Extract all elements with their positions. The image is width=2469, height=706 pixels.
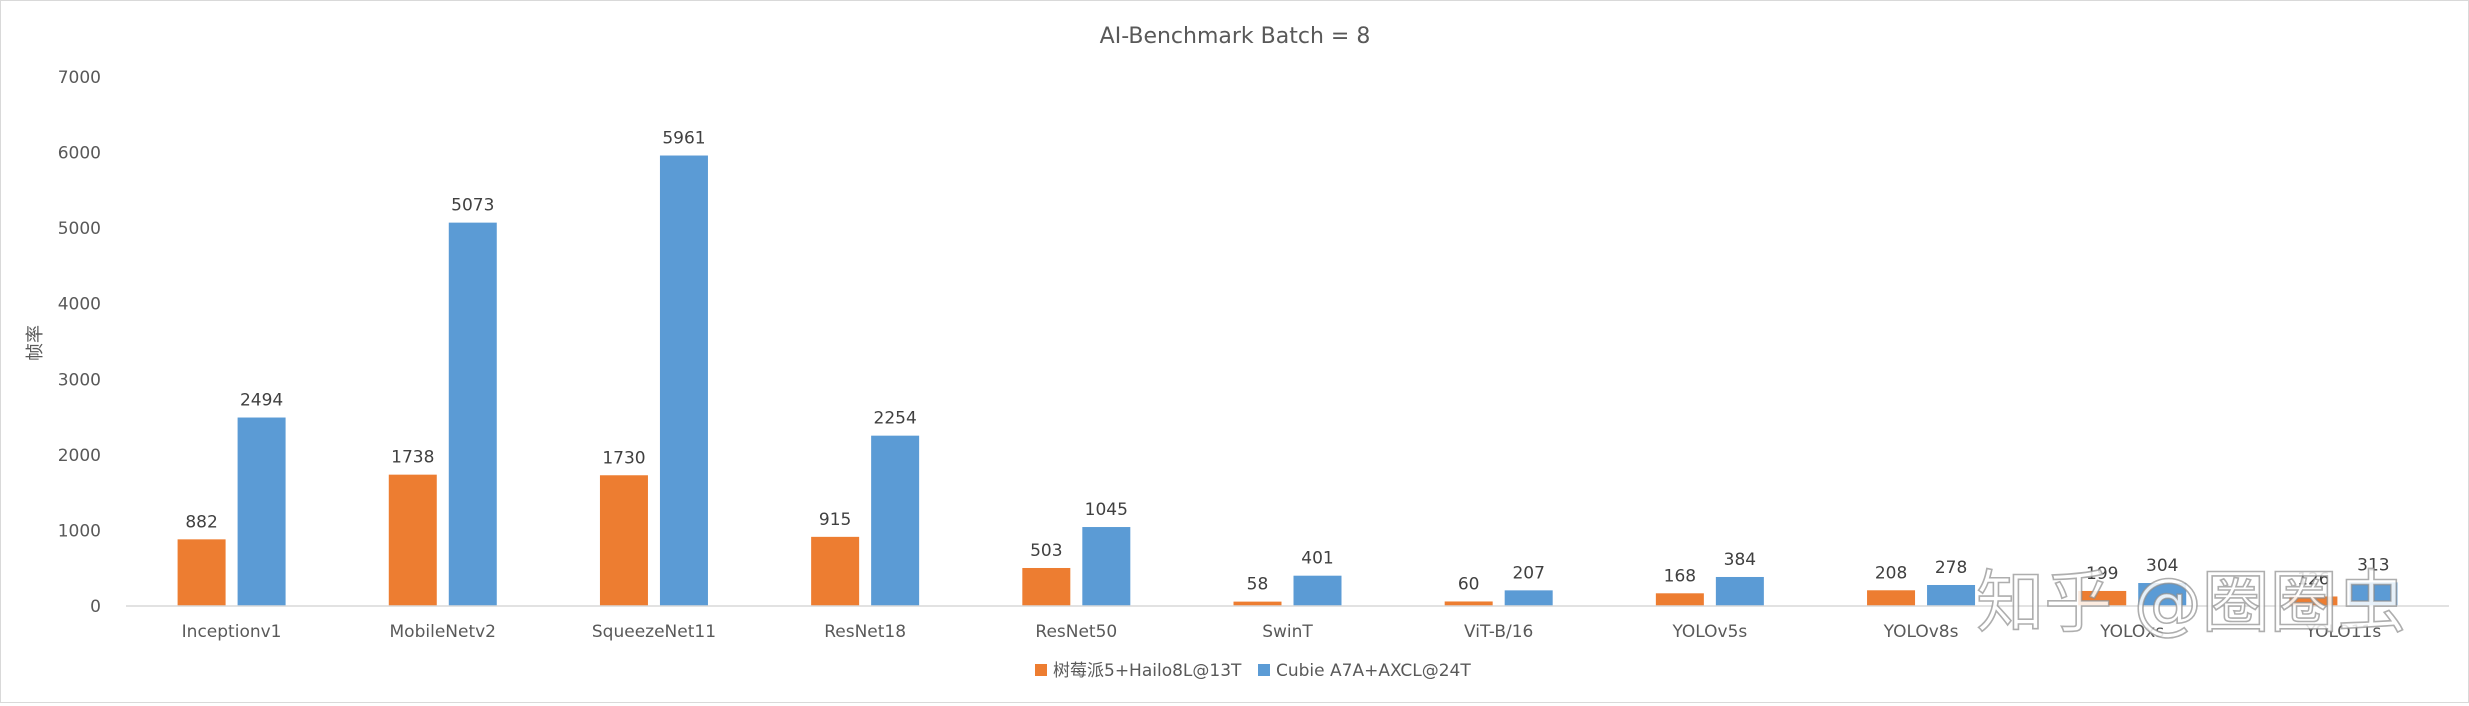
bar-value-label: 503 (1030, 541, 1062, 561)
y-axis-title: 帧率 (25, 325, 46, 361)
bar-value-label: 1738 (391, 448, 434, 468)
bar-value-label: 1045 (1085, 500, 1128, 520)
y-tick-label: 3000 (58, 370, 101, 390)
x-tick-label: SqueezeNet11 (592, 622, 716, 642)
bar-value-label: 58 (1247, 575, 1269, 595)
bar-cubie-vit-b-16 (1504, 590, 1553, 606)
bar-hailo-resnet50 (1022, 567, 1071, 606)
bar-value-label: 5961 (662, 129, 705, 149)
bar-value-label: 199 (2086, 564, 2118, 584)
bar-hailo-yolov8s (1867, 590, 1916, 606)
bar-hailo-swint (1233, 601, 1282, 606)
bar-value-label: 313 (2357, 555, 2389, 575)
y-tick-label: 6000 (58, 144, 101, 164)
bar-value-label: 126 (2297, 569, 2329, 589)
x-axis-tick-labels: Inceptionv1 MobileNetv2 SqueezeNet11 ResNet… (182, 622, 2382, 642)
x-tick-label: YOLO11s (2305, 622, 2382, 642)
x-tick-label: Inceptionv1 (182, 622, 282, 642)
bar-hailo-yolo11s (2289, 596, 2338, 606)
bar-hailo-yolov5s (1655, 593, 1704, 606)
chart-title: AI-Benchmark Batch = 8 (1100, 24, 1371, 49)
bar-value-label: 401 (1301, 549, 1333, 569)
bar-value-label: 2494 (240, 391, 283, 411)
bar-cubie-mobilenetv2 (448, 222, 497, 606)
y-tick-label: 5000 (58, 219, 101, 239)
bar-value-label: 208 (1875, 563, 1907, 583)
data-labels-group: 882 2494 1738 5073 1730 5961 915 2254 503 1045 58 4… (185, 129, 2389, 595)
bar-hailo-yoloxs (2078, 590, 2127, 606)
y-tick-label: 7000 (58, 68, 101, 88)
bar-cubie-squeezenet11 (659, 155, 708, 606)
y-tick-label: 1000 (58, 521, 101, 541)
bar-value-label: 915 (819, 510, 851, 530)
bar-cubie-swint (1293, 575, 1342, 606)
bar-cubie-resnet18 (871, 435, 920, 606)
bar-value-label: 278 (1935, 558, 1967, 578)
legend-swatch-hailo (1035, 664, 1047, 676)
x-tick-label: YOLOxs (2099, 622, 2164, 642)
bar-hailo-mobilenetv2 (388, 474, 437, 606)
bar-value-label: 304 (2146, 556, 2178, 576)
bar-value-label: 60 (1458, 574, 1480, 594)
bar-series-group (177, 155, 2398, 606)
bar-value-label: 2254 (874, 409, 917, 429)
bar-hailo-vit-b-16 (1444, 601, 1493, 606)
bar-cubie-yolo11s (2349, 582, 2398, 606)
bar-cubie-yolov8s (1927, 584, 1976, 606)
x-tick-label: YOLOv8s (1883, 622, 1959, 642)
bar-value-label: 882 (185, 512, 217, 532)
legend-label-hailo: 树莓派5+Hailo8L@13T (1053, 661, 1242, 681)
bar-hailo-inceptionv1 (177, 539, 226, 606)
bar-value-label: 168 (1664, 566, 1696, 586)
y-tick-label: 2000 (58, 446, 101, 466)
watermark-text: 知乎 @圈圈虫 (1976, 564, 2406, 643)
bar-cubie-yoloxs (2138, 583, 2187, 606)
x-tick-label: ViT-B/16 (1464, 622, 1533, 642)
x-tick-label: ResNet18 (824, 622, 906, 642)
bar-hailo-resnet18 (811, 536, 860, 606)
bar-hailo-squeezenet11 (599, 475, 648, 606)
x-tick-label: YOLOv5s (1671, 622, 1747, 642)
y-tick-label: 0 (90, 597, 101, 617)
legend: 树莓派5+Hailo8L@13T Cubie A7A+AXCL@24T (1035, 661, 1471, 681)
bar-cubie-yolov5s (1715, 576, 1764, 606)
bar-cubie-resnet50 (1082, 527, 1131, 606)
bar-value-label: 1730 (602, 448, 645, 468)
bar-value-label: 384 (1724, 550, 1756, 570)
bar-cubie-inceptionv1 (237, 417, 286, 606)
x-tick-label: MobileNetv2 (390, 622, 496, 642)
x-tick-label: SwinT (1262, 622, 1313, 642)
legend-label-cubie: Cubie A7A+AXCL@24T (1276, 661, 1471, 681)
bar-value-label: 5073 (451, 196, 494, 216)
x-tick-label: ResNet50 (1035, 622, 1117, 642)
y-tick-label: 4000 (58, 295, 101, 315)
legend-swatch-cubie (1258, 664, 1270, 676)
y-axis-ticks: 0 1000 2000 3000 4000 5000 6000 7000 (58, 68, 101, 617)
bar-value-label: 207 (1512, 563, 1544, 583)
